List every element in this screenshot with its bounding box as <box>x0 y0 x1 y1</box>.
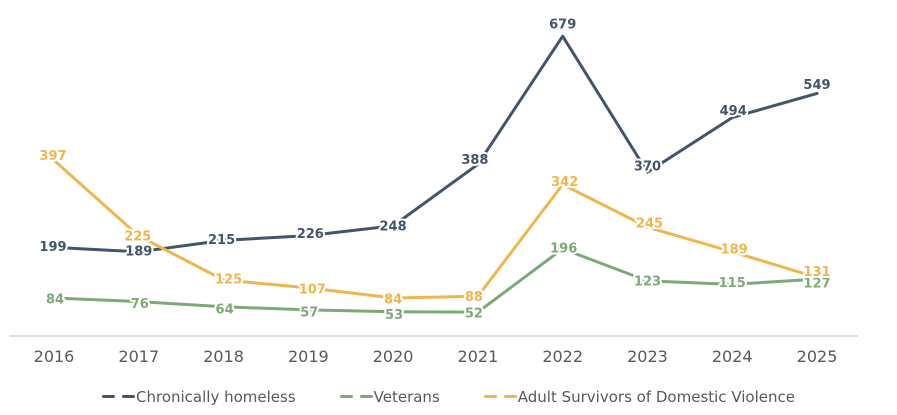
data-label: 123 <box>634 274 661 289</box>
data-label: 57 <box>300 305 318 320</box>
data-label: 53 <box>385 308 403 323</box>
data-label: 189 <box>721 242 748 257</box>
data-label: 342 <box>551 175 578 190</box>
data-label: 76 <box>131 297 149 312</box>
series-line-veterans <box>52 247 819 314</box>
data-label: 494 <box>720 104 747 119</box>
x-tick-label: 2018 <box>203 347 244 366</box>
legend-dash-icon <box>483 394 497 399</box>
data-label: 549 <box>803 78 830 93</box>
data-label: 189 <box>125 244 152 259</box>
data-label: 245 <box>636 217 663 232</box>
series-line-chronically-homeless <box>52 34 819 254</box>
x-tick-label: 2021 <box>458 347 499 366</box>
legend-dash-icon <box>339 394 353 399</box>
legend: Chronically homeless Veterans Adult Surviv… <box>0 380 897 413</box>
legend-dash-icon <box>102 394 115 399</box>
legend-label: Chronically homeless <box>136 387 296 406</box>
plot-area: 2016 2017 2018 2019 2020 2021 2022 2023 2024 2025… <box>10 16 858 366</box>
x-tick-label: 2022 <box>542 347 583 366</box>
legend-dash-icon <box>503 394 517 399</box>
x-tick-label: 2020 <box>373 347 414 366</box>
data-label: 84 <box>384 293 402 308</box>
x-tick-label: 2016 <box>34 347 75 366</box>
legend-label: Adult Survivors of Domestic Violence <box>517 387 795 406</box>
legend-dash-icon <box>122 394 135 399</box>
data-label: 370 <box>634 160 661 175</box>
legend-item-veterans: Veterans <box>339 387 440 406</box>
data-label: 84 <box>46 293 64 308</box>
data-label: 52 <box>465 307 483 322</box>
data-label: 125 <box>215 273 242 288</box>
data-label: 679 <box>549 18 576 33</box>
data-label: 215 <box>208 233 235 248</box>
data-label: 64 <box>216 302 234 317</box>
data-label: 199 <box>39 240 66 255</box>
x-tick-label: 2019 <box>288 347 329 366</box>
data-label: 107 <box>299 282 326 297</box>
legend-dash-icon <box>359 394 373 399</box>
data-label: 397 <box>39 149 66 164</box>
x-tick-label: 2017 <box>118 347 159 366</box>
data-label: 388 <box>461 153 488 168</box>
data-label: 127 <box>803 277 830 292</box>
x-tick-label: 2024 <box>712 347 753 366</box>
legend-label: Veterans <box>373 387 440 406</box>
data-label: 196 <box>550 241 577 256</box>
series-line-adult-survivors-of-domestic-violence <box>52 158 819 300</box>
data-label: 88 <box>465 290 483 305</box>
legend-item-adult-survivors-of-domestic-violence: Adult Survivors of Domestic Violence <box>483 387 795 406</box>
data-label: 248 <box>380 219 407 234</box>
x-tick-label: 2023 <box>627 347 668 366</box>
data-label: 225 <box>124 230 151 245</box>
x-tick-label: 2025 <box>797 347 838 366</box>
data-label: 131 <box>803 265 830 280</box>
data-label: 226 <box>297 227 324 242</box>
data-label: 115 <box>719 276 746 291</box>
legend-item-chronically-homeless: Chronically homeless <box>102 388 296 406</box>
